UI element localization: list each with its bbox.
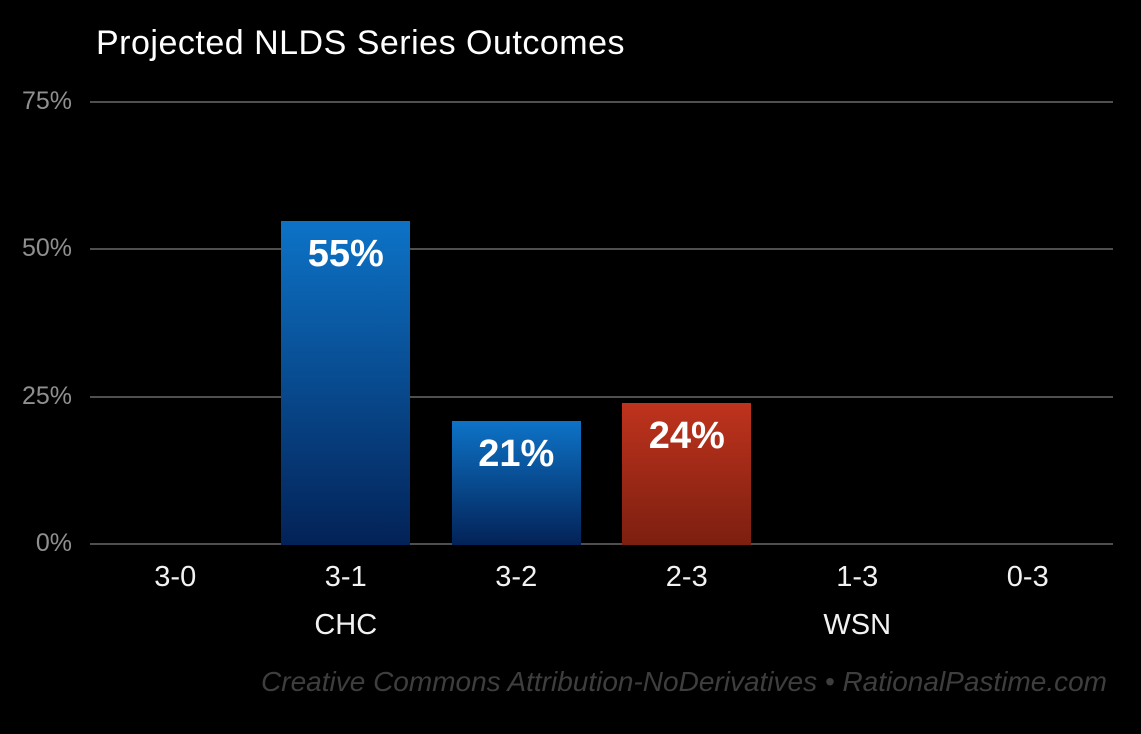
gridline-0%	[90, 543, 1113, 545]
gridline-75%	[90, 100, 1113, 103]
y-axis-tick-label: 0%	[35, 529, 72, 557]
attribution-text: Creative Commons Attribution-NoDerivativ…	[261, 666, 1107, 697]
gridline-50%	[90, 248, 1113, 250]
bar-2-3: 24%	[622, 403, 752, 545]
x-axis-tick-label-3-1: 3-1	[324, 561, 367, 593]
y-axis-tick-label: 50%	[21, 234, 72, 262]
x-axis-tick-label-2-3: 2-3	[665, 561, 708, 593]
y-axis-tick-label: 25%	[21, 381, 72, 410]
y-axis-tick-label: 75%	[21, 86, 72, 115]
x-axis-tick-label-1-3: 1-3	[836, 561, 879, 593]
bar-value-label: 55%	[307, 232, 384, 275]
x-axis-tick-label-0-3: 0-3	[1006, 561, 1049, 593]
chart-title: Projected NLDS Series Outcomes	[96, 24, 625, 62]
team-label-chc: CHC	[314, 609, 378, 641]
bar-value-label: 24%	[648, 415, 725, 458]
bar-3-1: 55%	[281, 220, 411, 545]
x-axis-tick-label-3-0: 3-0	[154, 561, 197, 593]
team-label-wsn: WSN	[823, 609, 892, 641]
x-axis-tick-label-3-2: 3-2	[495, 561, 538, 593]
gridline-25%	[90, 395, 1113, 398]
bar-value-label: 21%	[478, 433, 555, 476]
bar-3-2: 21%	[451, 421, 581, 545]
